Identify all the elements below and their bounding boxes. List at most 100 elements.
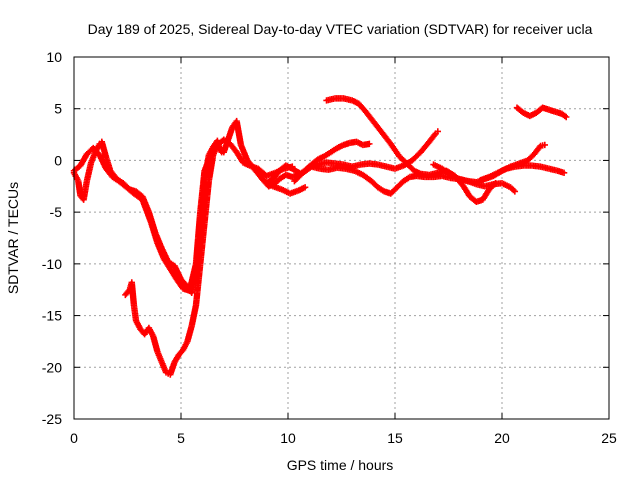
data-point-trail bbox=[148, 220, 161, 245]
data-point-trail bbox=[265, 176, 275, 186]
data-point-trail bbox=[356, 101, 368, 113]
series-track-2 bbox=[70, 136, 296, 294]
data-point-trail bbox=[382, 133, 393, 146]
data-point-trail bbox=[138, 327, 147, 337]
data-point-trail bbox=[369, 179, 380, 190]
x-tick-label: 25 bbox=[601, 430, 617, 446]
data-point-trail bbox=[329, 145, 339, 155]
data-point-trail bbox=[130, 303, 140, 323]
data-point-trail bbox=[515, 105, 526, 116]
data-point-trail bbox=[375, 125, 387, 138]
data-point-trail bbox=[234, 150, 246, 165]
data-point-trail bbox=[418, 139, 432, 155]
data-point-trail bbox=[133, 319, 143, 331]
data-point-trail bbox=[284, 163, 294, 172]
data-point-trail bbox=[487, 181, 498, 192]
data-point-trail bbox=[233, 119, 244, 147]
data-point-trail bbox=[500, 180, 513, 190]
data-point-trail bbox=[181, 285, 192, 294]
series-track-7 bbox=[323, 95, 499, 205]
data-point-trail bbox=[531, 144, 543, 157]
data-point-trail bbox=[292, 170, 305, 184]
data-point-trail bbox=[290, 172, 301, 180]
data-point-trail bbox=[174, 277, 186, 291]
data-point-trail bbox=[401, 158, 410, 167]
data-point-trail bbox=[297, 184, 307, 193]
data-point-trail bbox=[110, 174, 121, 184]
data-point-trail bbox=[228, 142, 239, 154]
data-point-trail bbox=[139, 198, 154, 225]
data-point-trail bbox=[117, 178, 128, 189]
y-axis-label: SDTVAR / TECUs bbox=[5, 182, 21, 294]
series-track-1 bbox=[70, 117, 309, 297]
data-point-trail bbox=[71, 171, 81, 183]
data-point-trail bbox=[395, 179, 406, 190]
data-point bbox=[366, 140, 373, 148]
data-point-trail bbox=[84, 160, 94, 183]
data-point-trail bbox=[172, 353, 182, 364]
data-point-trail bbox=[132, 191, 145, 202]
x-tick-label: 10 bbox=[280, 430, 296, 446]
data-point bbox=[560, 169, 568, 177]
data-point-trail bbox=[267, 180, 277, 189]
data-point-trail bbox=[440, 166, 453, 178]
data-point-trail bbox=[192, 210, 204, 266]
data-point-trail bbox=[449, 172, 461, 182]
data-point-trail bbox=[270, 168, 282, 181]
data-point-trail bbox=[178, 277, 190, 289]
data-point-trail bbox=[80, 179, 90, 202]
data-point bbox=[218, 148, 225, 156]
x-tick-label: 5 bbox=[177, 430, 185, 446]
data-point-trail bbox=[352, 168, 365, 178]
data-point-trail bbox=[392, 148, 402, 158]
data-point-trail bbox=[184, 324, 195, 344]
data-point-trail bbox=[397, 154, 406, 163]
y-tick-label: 5 bbox=[54, 101, 62, 117]
data-point-trail bbox=[316, 153, 326, 162]
data-point-trail bbox=[280, 187, 292, 196]
data-point-trail bbox=[508, 185, 517, 194]
data-point-trail bbox=[487, 170, 500, 180]
data-point bbox=[511, 188, 519, 195]
data-point-trail bbox=[376, 185, 386, 194]
series-track-5 bbox=[263, 128, 441, 187]
data-point-trail bbox=[401, 174, 412, 184]
data-point-trail bbox=[247, 161, 259, 173]
data-point-trail bbox=[241, 160, 252, 169]
data-point-trail bbox=[253, 168, 265, 181]
y-tick-label: -20 bbox=[42, 359, 62, 375]
data-point-trail bbox=[354, 139, 365, 148]
series-track-10 bbox=[513, 104, 570, 121]
data-point-trail bbox=[480, 187, 492, 202]
data-point-trail bbox=[123, 287, 132, 297]
data-point-trail bbox=[273, 177, 282, 186]
series-track-9 bbox=[477, 162, 568, 184]
data-point-trail bbox=[72, 163, 83, 173]
data-point-trail bbox=[176, 347, 186, 357]
data-point-trail bbox=[284, 172, 294, 180]
data-point-trail bbox=[103, 166, 115, 179]
data-layer bbox=[70, 95, 570, 378]
series-track-3 bbox=[122, 141, 225, 378]
data-point-trail bbox=[369, 117, 381, 130]
x-tick-label: 0 bbox=[70, 430, 78, 446]
data-point-trail bbox=[161, 256, 173, 271]
data-point-trail bbox=[197, 220, 208, 266]
data-point-trail bbox=[474, 197, 485, 205]
data-point-trail bbox=[350, 98, 361, 106]
data-point-trail bbox=[528, 110, 538, 119]
data-point bbox=[301, 184, 309, 191]
data-point-trail bbox=[553, 109, 564, 117]
data-point-trail bbox=[78, 152, 90, 168]
data-point-trail bbox=[205, 153, 217, 183]
data-point-trail bbox=[215, 143, 225, 154]
data-point-trail bbox=[362, 108, 374, 121]
data-point-trail bbox=[361, 172, 374, 184]
data-point-trail bbox=[201, 179, 212, 225]
data-point-trail bbox=[525, 152, 537, 163]
chart-title: Day 189 of 2025, Sidereal Day-to-day VTE… bbox=[88, 21, 593, 37]
y-tick-label: -15 bbox=[42, 308, 62, 324]
y-tick-label: 0 bbox=[54, 152, 62, 168]
data-point-trail bbox=[91, 146, 102, 158]
